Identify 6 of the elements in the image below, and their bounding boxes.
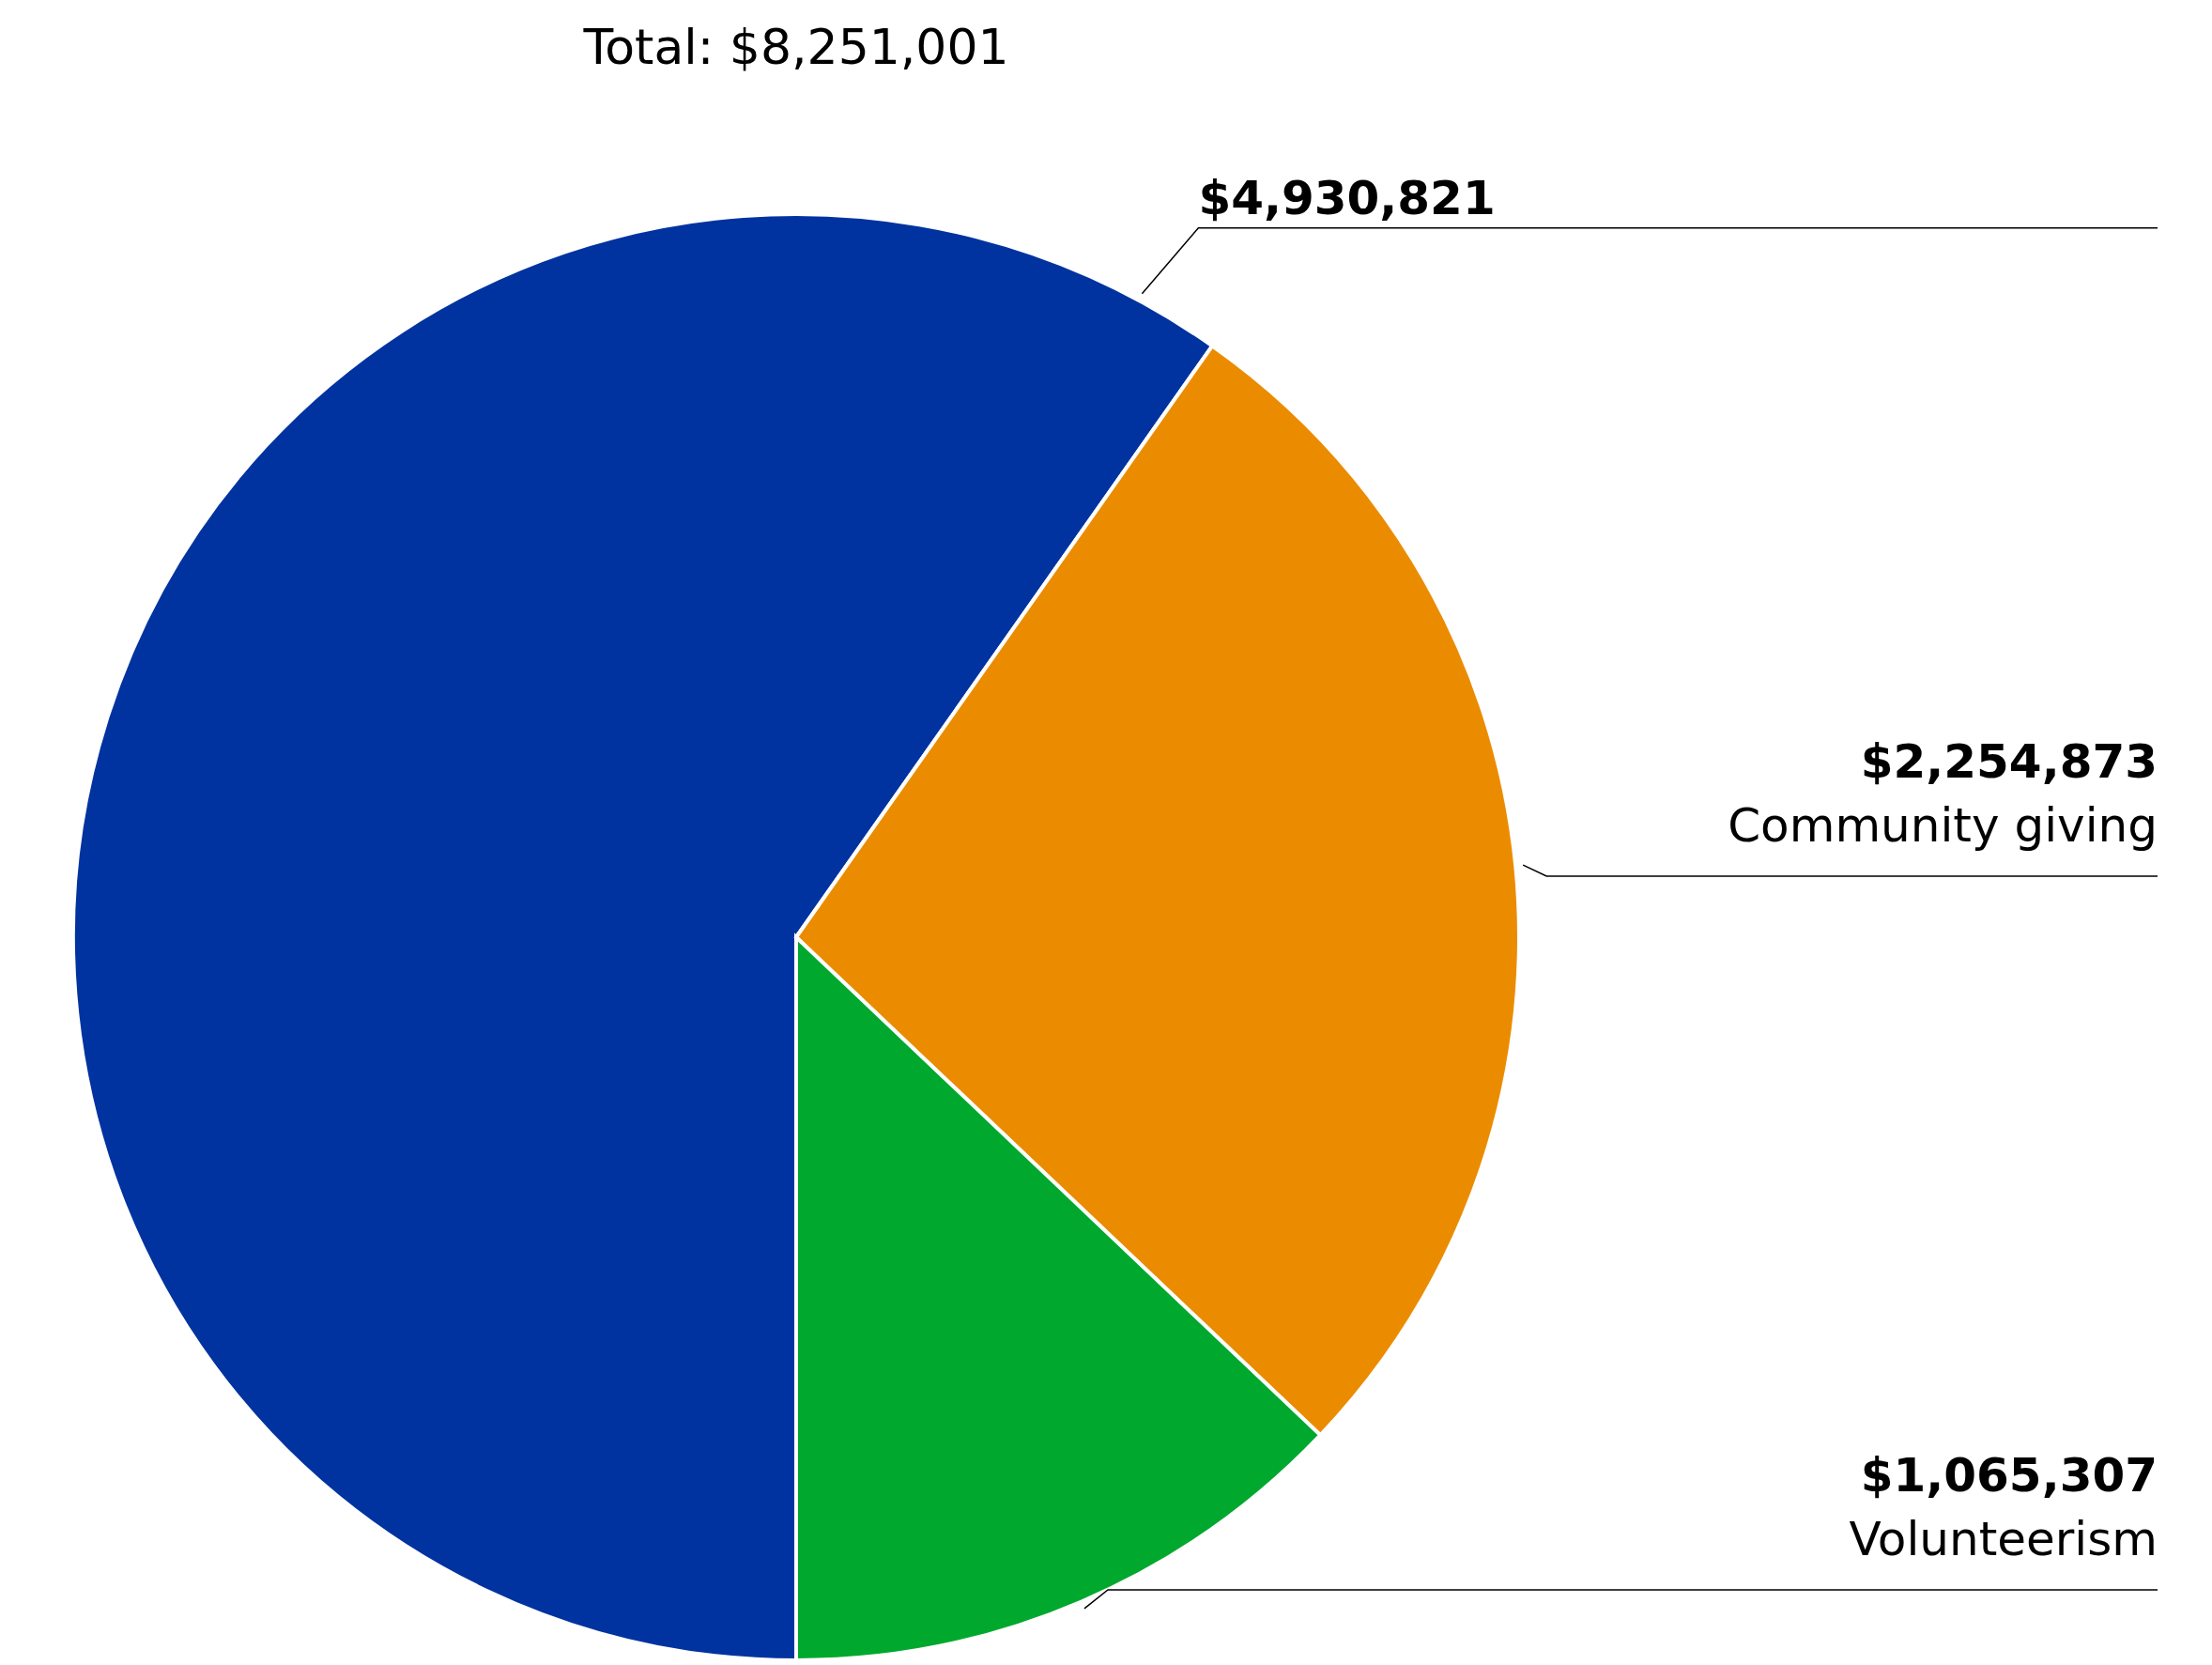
data-label: $2,254,873 [1860,734,2158,789]
data-label: $4,930,821 [1198,170,1496,225]
chart-title: Total: $8,251,001 [582,19,1009,75]
slice-label: Community giving [1728,798,2158,853]
data-label: $1,065,307 [1860,1448,2158,1503]
slice-label: Volunteerism [1849,1512,2158,1566]
